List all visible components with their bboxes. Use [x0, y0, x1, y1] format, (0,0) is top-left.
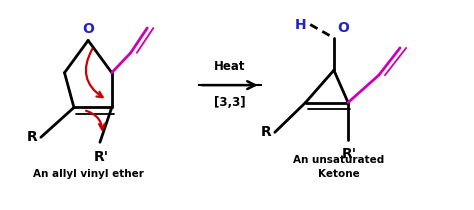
Text: H: H [295, 18, 307, 32]
Text: R: R [27, 130, 37, 144]
Text: [3,3]: [3,3] [214, 96, 246, 109]
Text: R': R' [93, 150, 109, 164]
Text: R': R' [341, 147, 356, 161]
Text: An unsaturated
Ketone: An unsaturated Ketone [293, 155, 384, 178]
Text: An allyl vinyl ether: An allyl vinyl ether [33, 168, 144, 178]
Text: Heat: Heat [214, 60, 246, 73]
Text: O: O [337, 21, 349, 35]
Text: O: O [82, 22, 94, 37]
Text: R: R [260, 125, 271, 139]
